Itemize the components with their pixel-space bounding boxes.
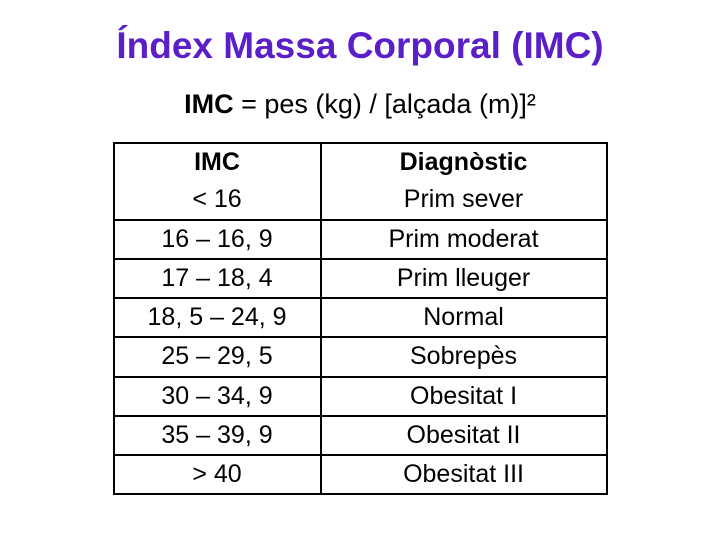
imc-formula: IMC = pes (kg) / [alçada (m)]² xyxy=(45,89,675,120)
cell-diagnostic: Prim sever xyxy=(321,181,607,219)
table-row: 17 – 18, 4 Prim lleuger xyxy=(114,259,607,298)
cell-imc: > 40 xyxy=(114,455,321,494)
table-row: 35 – 39, 9 Obesitat II xyxy=(114,416,607,455)
table-row: 25 – 29, 5 Sobrepès xyxy=(114,337,607,376)
cell-diagnostic: Prim lleuger xyxy=(321,259,607,298)
cell-imc: 25 – 29, 5 xyxy=(114,337,321,376)
table-header-imc: IMC xyxy=(114,143,321,181)
cell-imc: 35 – 39, 9 xyxy=(114,416,321,455)
table-row: 30 – 34, 9 Obesitat I xyxy=(114,377,607,416)
cell-imc: 30 – 34, 9 xyxy=(114,377,321,416)
cell-diagnostic: Obesitat II xyxy=(321,416,607,455)
formula-label: IMC xyxy=(184,89,234,119)
table-row: 16 – 16, 9 Prim moderat xyxy=(114,220,607,259)
cell-imc: 18, 5 – 24, 9 xyxy=(114,298,321,337)
page-title: Índex Massa Corporal (IMC) xyxy=(45,25,675,67)
table-row: < 16 Prim sever xyxy=(114,181,607,219)
cell-imc: 16 – 16, 9 xyxy=(114,220,321,259)
table-row: > 40 Obesitat III xyxy=(114,455,607,494)
cell-diagnostic: Obesitat I xyxy=(321,377,607,416)
table-row: 18, 5 – 24, 9 Normal xyxy=(114,298,607,337)
table-header-diagnostic: Diagnòstic xyxy=(321,143,607,181)
cell-diagnostic: Obesitat III xyxy=(321,455,607,494)
cell-diagnostic: Prim moderat xyxy=(321,220,607,259)
cell-imc: < 16 xyxy=(114,181,321,219)
cell-diagnostic: Sobrepès xyxy=(321,337,607,376)
formula-expression: = pes (kg) / [alçada (m)]² xyxy=(234,89,536,119)
cell-diagnostic: Normal xyxy=(321,298,607,337)
imc-table: IMC Diagnòstic < 16 Prim sever 16 – 16, … xyxy=(113,142,608,495)
cell-imc: 17 – 18, 4 xyxy=(114,259,321,298)
